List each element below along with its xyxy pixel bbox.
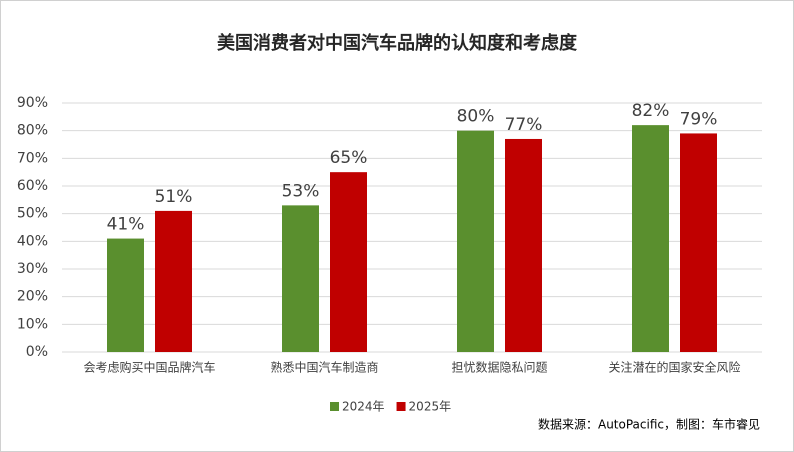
value-label: 41% [107, 215, 145, 235]
bar [505, 138, 542, 352]
x-tick-label: 担忧数据隐私问题 [451, 360, 547, 375]
chart-title: 美国消费者对中国汽车品牌的认知度和考虑度 [217, 32, 578, 54]
value-label: 80% [457, 107, 495, 127]
y-tick-label: 0% [26, 344, 48, 360]
y-tick-label: 50% [17, 206, 48, 222]
value-label: 82% [632, 101, 670, 121]
legend-swatch [330, 402, 339, 411]
source-note: 数据来源：AutoPacific，制图：车市睿见 [538, 417, 760, 432]
legend-label: 2025年 [409, 400, 452, 414]
value-label: 53% [282, 181, 320, 201]
y-tick-label: 90% [17, 95, 48, 111]
value-label: 51% [155, 187, 193, 207]
y-tick-label: 60% [17, 178, 48, 194]
y-tick-label: 30% [17, 261, 48, 277]
legend-label: 2024年 [342, 400, 385, 414]
x-tick-label: 熟悉中国汽车制造商 [270, 360, 378, 375]
x-tick-label: 会考虑购买中国品牌汽车 [83, 360, 215, 375]
y-tick-label: 70% [17, 150, 48, 166]
bar [632, 125, 669, 352]
bar [457, 130, 494, 352]
value-label: 65% [330, 148, 368, 168]
bar [330, 172, 367, 352]
y-tick-label: 20% [17, 289, 48, 305]
value-label: 79% [680, 109, 718, 129]
x-tick-label: 关注潜在的国家安全风险 [608, 360, 740, 375]
y-tick-label: 80% [17, 123, 48, 139]
bar [680, 133, 717, 352]
bar [155, 210, 192, 352]
y-tick-label: 10% [17, 316, 48, 332]
legend-swatch [396, 402, 406, 411]
y-tick-label: 40% [17, 233, 48, 249]
bar [282, 205, 319, 352]
bar [107, 238, 144, 352]
value-label: 77% [505, 115, 543, 135]
